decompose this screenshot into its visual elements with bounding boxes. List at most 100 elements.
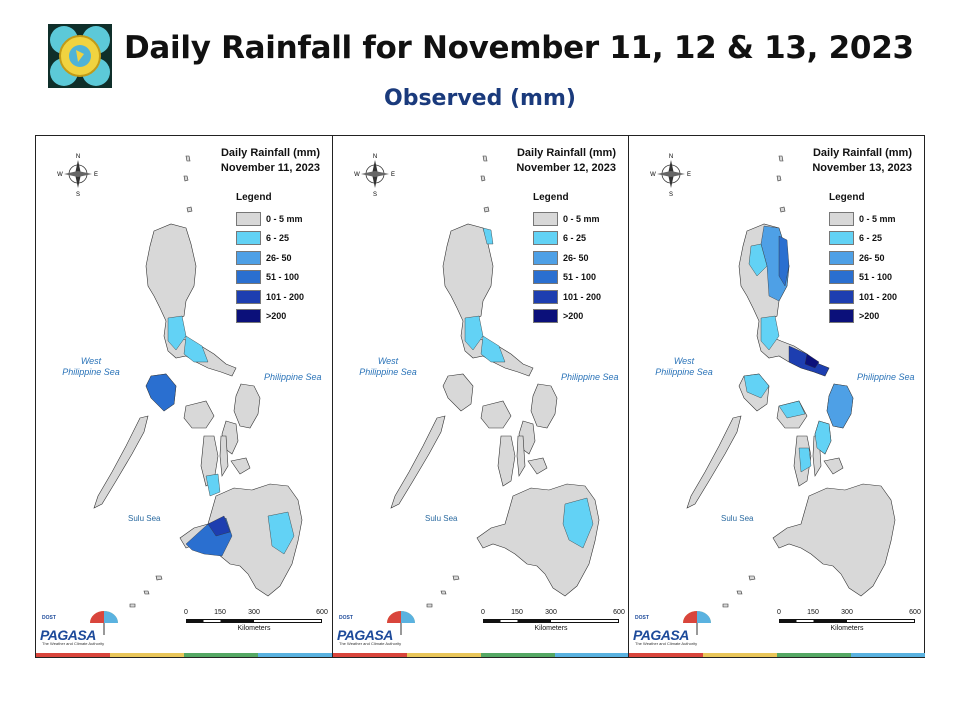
map-panel-nov-12: N S E W xyxy=(332,136,629,657)
svg-text:W: W xyxy=(354,172,360,178)
legend-row: 51 - 100 xyxy=(533,268,623,288)
legend-row: 51 - 100 xyxy=(829,268,919,288)
legend-label: 51 - 100 xyxy=(563,272,597,283)
svg-text:S: S xyxy=(76,192,80,198)
legend-label: 0 - 5 mm xyxy=(859,213,896,224)
philippines-map: N S E W xyxy=(650,154,896,608)
maps-frame: N S E W xyxy=(35,135,925,658)
panel-title: Daily Rainfall (mm) November 13, 2023 xyxy=(812,146,912,176)
philippines-map: N S E W xyxy=(354,154,600,608)
scale-tick: 300 xyxy=(248,609,260,616)
legend-swatch xyxy=(829,270,854,285)
rainfall-overlay xyxy=(145,315,295,557)
legend-swatch xyxy=(533,309,558,324)
pagasa-header-logo xyxy=(48,24,112,88)
legend-swatch xyxy=(236,250,261,265)
scale-tick: 300 xyxy=(545,609,557,616)
legend-label: 6 - 25 xyxy=(859,233,883,244)
west-sea-label: West Philippine Sea xyxy=(655,356,713,377)
scale-tick: 0 xyxy=(777,609,781,616)
east-sea-label: Philippine Sea xyxy=(857,372,915,382)
legend: Legend 0 - 5 mm 6 - 25 26- 50 51 - 100 1… xyxy=(829,192,919,326)
panel-heading: Daily Rainfall (mm) xyxy=(220,147,320,159)
pagasa-logo: DOST PAGASA The Weather and Climate Auth… xyxy=(633,609,713,647)
scale-tick: 600 xyxy=(909,609,921,616)
pagasa-wordmark: PAGASA xyxy=(633,627,689,643)
pagasa-tagline: The Weather and Climate Authority xyxy=(635,641,698,646)
legend-swatch xyxy=(236,309,261,324)
svg-text:S: S xyxy=(373,192,377,198)
legend-swatch xyxy=(533,250,558,265)
panel-date: November 13, 2023 xyxy=(812,162,912,174)
legend-label: 101 - 200 xyxy=(859,291,898,302)
compass-icon: N S E W xyxy=(57,154,98,198)
svg-text:E: E xyxy=(687,172,691,178)
legend-swatch xyxy=(829,289,854,304)
legend-label: 26- 50 xyxy=(266,252,292,263)
legend-swatch xyxy=(533,231,558,246)
legend-label: 26- 50 xyxy=(563,252,589,263)
compass-icon: N S E W xyxy=(354,154,395,198)
legend: Legend 0 - 5 mm 6 - 25 26- 50 51 - 100 1… xyxy=(533,192,623,326)
sulu-sea-label: Sulu Sea xyxy=(128,514,161,523)
legend-swatch xyxy=(236,211,261,226)
panel-heading: Daily Rainfall (mm) xyxy=(812,147,912,159)
sulu-sea-label: Sulu Sea xyxy=(425,514,458,523)
map-panel-nov-13: N S E W xyxy=(628,136,925,657)
scale-tick: 0 xyxy=(481,609,485,616)
legend-row: 6 - 25 xyxy=(533,229,623,249)
scale-ticks: 0 150 300 600 xyxy=(777,609,921,619)
legend-swatch xyxy=(829,309,854,324)
legend-row: 6 - 25 xyxy=(236,229,326,249)
legend-row: 0 - 5 mm xyxy=(236,209,326,229)
map-panel-nov-11: N S E W xyxy=(36,136,332,657)
umbrella-icon xyxy=(90,611,118,635)
legend-label: 0 - 5 mm xyxy=(266,213,303,224)
rainfall-overlay xyxy=(464,227,594,549)
legend-row: 51 - 100 xyxy=(236,268,326,288)
svg-text:E: E xyxy=(94,172,98,178)
panel-title: Daily Rainfall (mm) November 11, 2023 xyxy=(221,146,320,176)
scale-unit: Kilometers xyxy=(830,625,864,632)
west-sea-label: West Philippine Sea xyxy=(62,356,120,377)
scale-tick: 600 xyxy=(613,609,625,616)
legend-row: >200 xyxy=(533,307,623,327)
scale-tick: 150 xyxy=(807,609,819,616)
scale-ticks: 0 150 300 600 xyxy=(481,609,625,619)
east-sea-label: Philippine Sea xyxy=(561,372,619,382)
legend-label: >200 xyxy=(859,311,880,322)
legend-title: Legend xyxy=(829,192,865,203)
legend-row: >200 xyxy=(236,307,326,327)
scale-tick: 0 xyxy=(184,609,188,616)
legend-row: 26- 50 xyxy=(533,248,623,268)
scale-tick: 150 xyxy=(511,609,523,616)
legend-label: 6 - 25 xyxy=(266,233,290,244)
legend-swatch xyxy=(236,270,261,285)
legend-swatch xyxy=(829,211,854,226)
legend-title: Legend xyxy=(533,192,569,203)
panel-date: November 12, 2023 xyxy=(516,162,616,174)
legend-label: 26- 50 xyxy=(859,252,885,263)
scale-bar: 0 150 300 600 Kilometers xyxy=(481,609,625,639)
color-strip xyxy=(333,653,629,657)
legend: Legend 0 - 5 mm 6 - 25 26- 50 51 - 100 1… xyxy=(236,192,326,326)
svg-text:N: N xyxy=(669,154,673,160)
scale-line xyxy=(779,619,915,623)
svg-text:W: W xyxy=(650,172,656,178)
legend-swatch xyxy=(829,231,854,246)
legend-label: >200 xyxy=(563,311,584,322)
legend-row: 0 - 5 mm xyxy=(829,209,919,229)
panel-title: Daily Rainfall (mm) November 12, 2023 xyxy=(516,146,616,176)
scale-unit: Kilometers xyxy=(534,625,568,632)
svg-text:N: N xyxy=(76,154,80,160)
east-sea-label: Philippine Sea xyxy=(264,372,322,382)
dost-label: DOST xyxy=(339,615,353,621)
page-subtitle: Observed (mm) xyxy=(384,86,576,111)
philippines-map: N S E W xyxy=(57,154,303,608)
west-sea-label: West Philippine Sea xyxy=(359,356,417,377)
panel-date: November 11, 2023 xyxy=(220,162,320,174)
color-strip xyxy=(629,653,925,657)
scale-line xyxy=(483,619,619,623)
dost-label: DOST xyxy=(42,615,56,621)
compass-icon: N S E W xyxy=(650,154,691,198)
